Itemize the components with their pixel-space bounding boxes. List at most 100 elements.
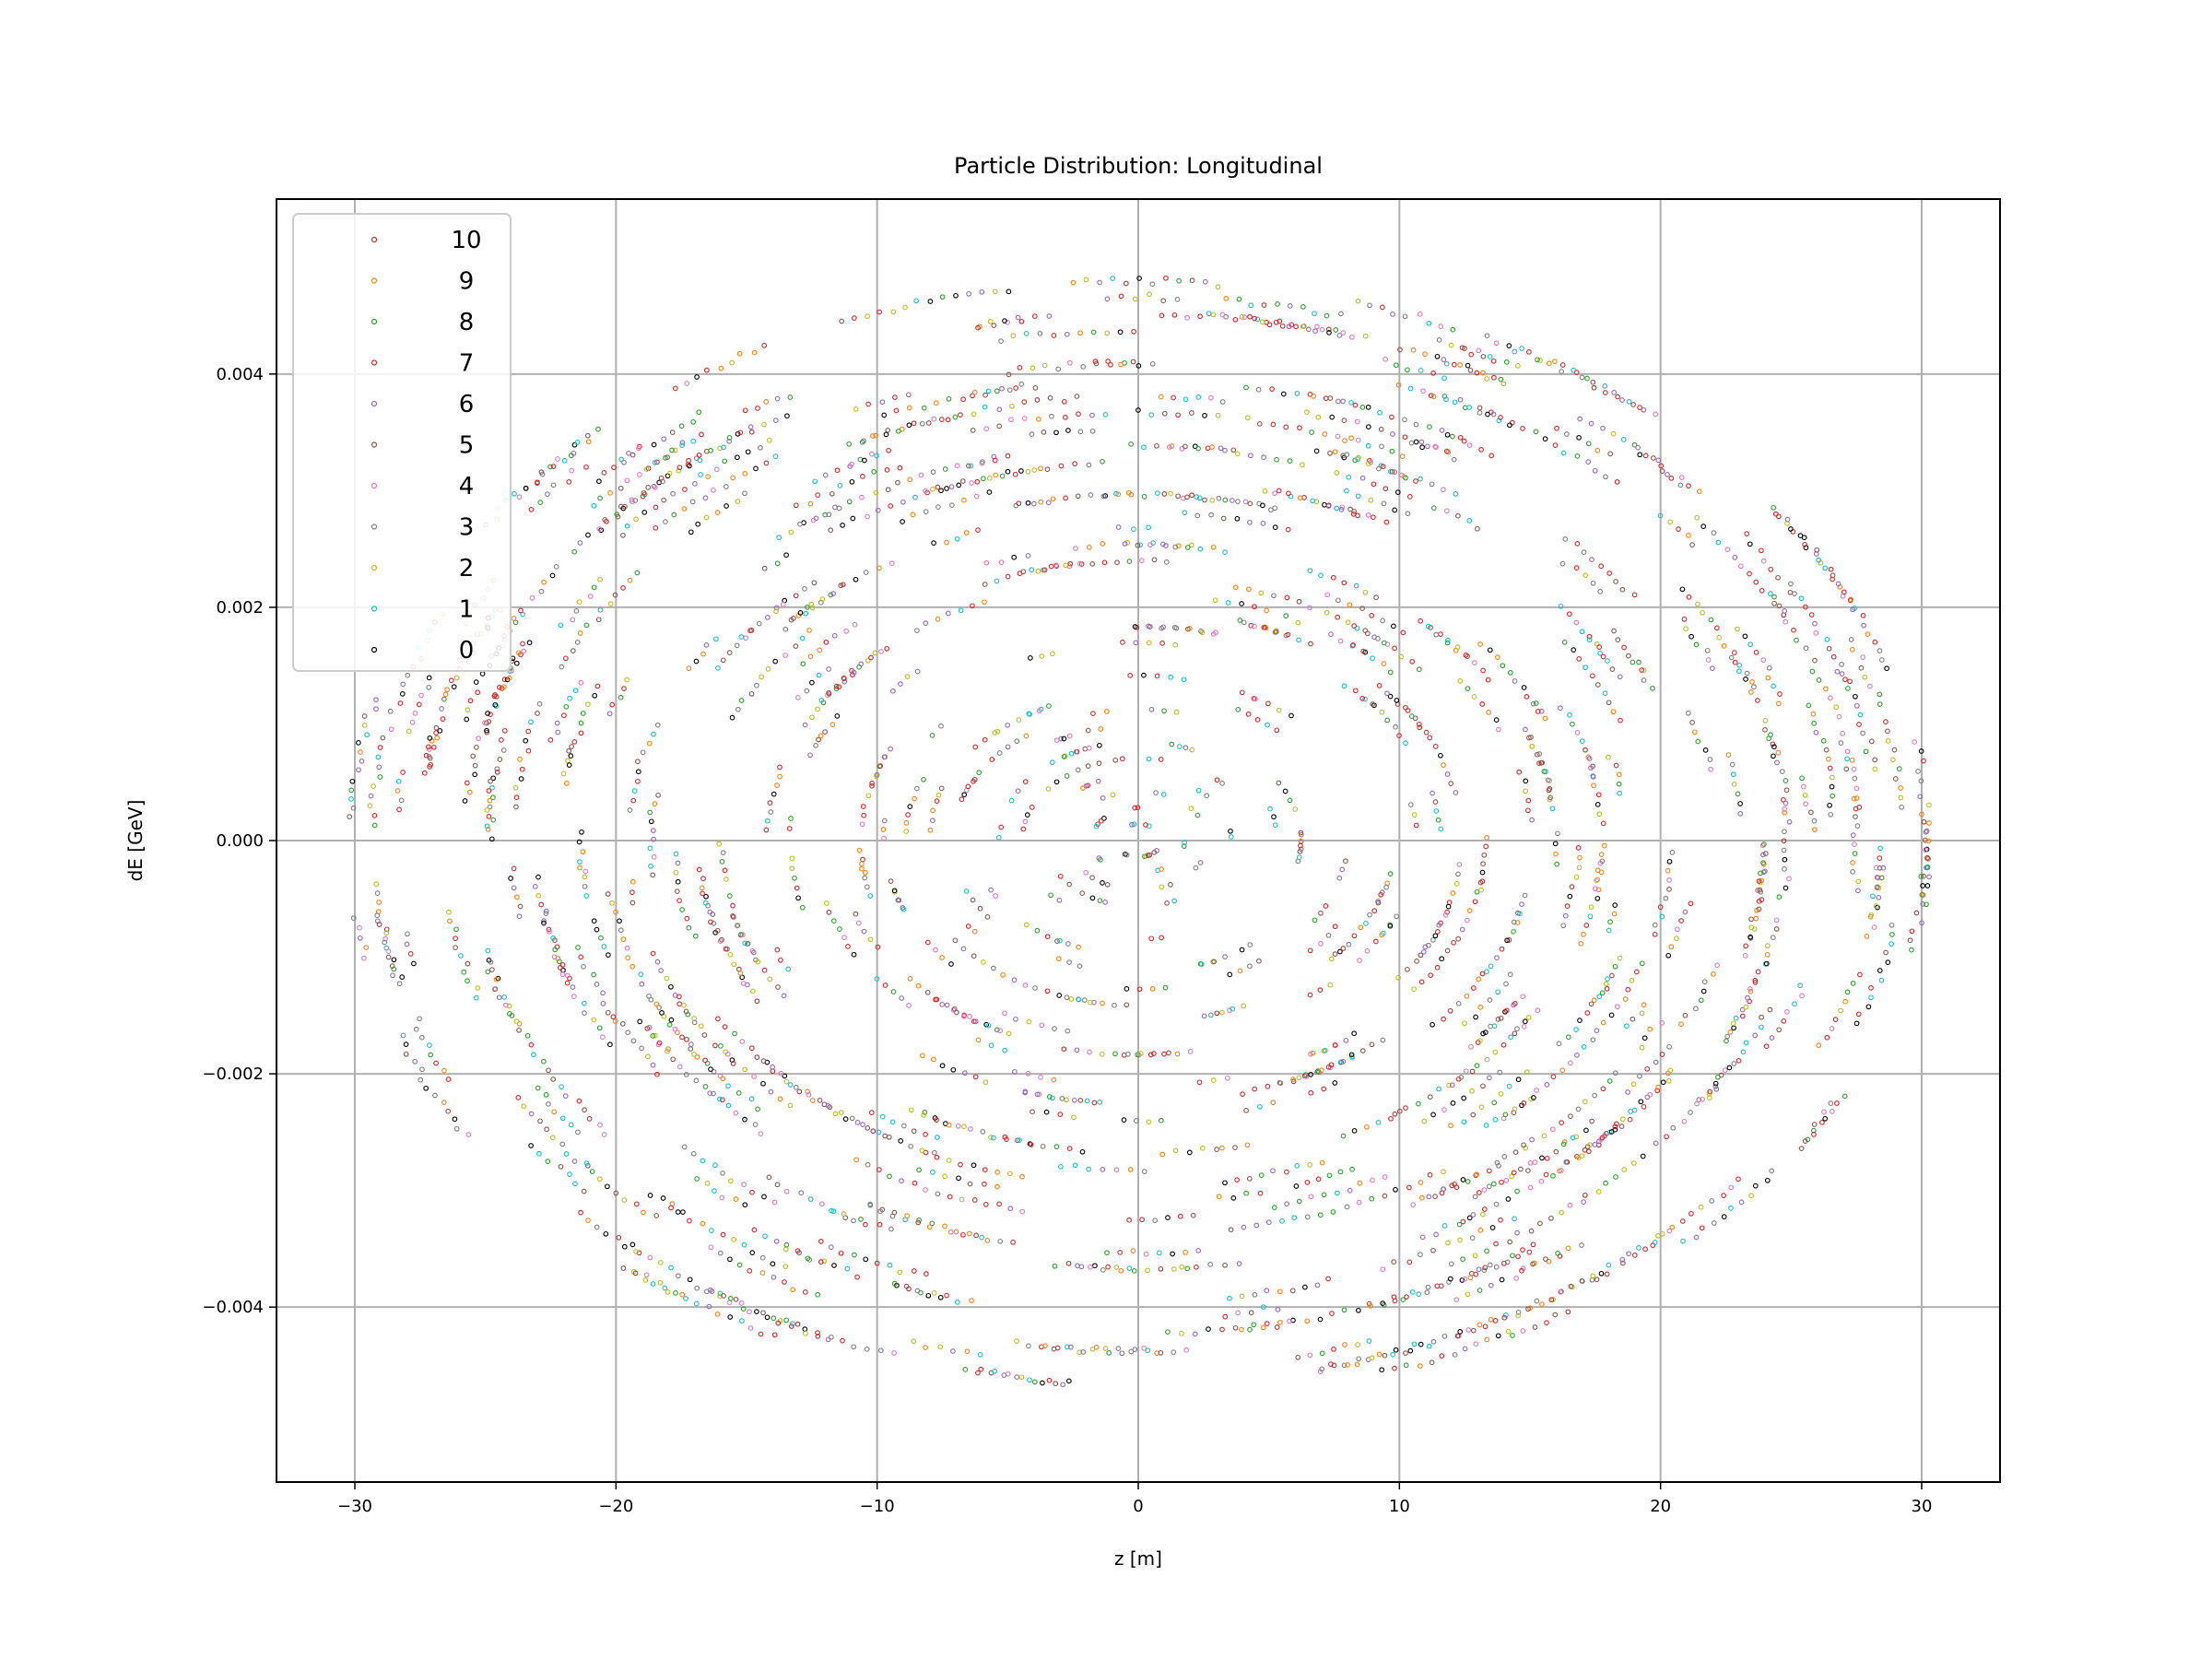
data-point xyxy=(891,888,898,894)
data-point xyxy=(1830,653,1837,660)
data-point xyxy=(519,766,525,772)
data-point xyxy=(1922,837,1928,843)
data-point xyxy=(624,945,630,951)
data-point xyxy=(1598,1270,1605,1277)
data-point xyxy=(580,849,586,855)
data-point xyxy=(687,1218,692,1224)
data-point xyxy=(754,1309,759,1314)
data-point xyxy=(1048,563,1054,570)
data-point xyxy=(1127,1167,1134,1172)
data-point xyxy=(735,499,741,504)
data-point xyxy=(1698,1204,1704,1210)
data-point xyxy=(666,1022,673,1028)
data-point xyxy=(870,1128,877,1135)
data-point xyxy=(1512,1001,1518,1006)
data-point xyxy=(858,661,865,667)
data-point xyxy=(1493,340,1500,347)
data-point xyxy=(1126,559,1133,564)
data-point xyxy=(1030,365,1036,371)
data-point xyxy=(700,1158,706,1164)
data-point xyxy=(473,679,479,685)
data-point xyxy=(872,650,878,656)
data-point xyxy=(1810,711,1817,717)
data-point xyxy=(496,994,502,1001)
data-point xyxy=(1467,367,1474,373)
data-point xyxy=(1828,811,1834,818)
data-point xyxy=(1017,1137,1022,1143)
data-point xyxy=(517,757,523,762)
data-point xyxy=(1297,425,1302,431)
data-point xyxy=(1441,487,1446,493)
data-point xyxy=(1071,1114,1077,1121)
data-point xyxy=(1182,396,1189,403)
data-point xyxy=(1791,627,1796,633)
data-point xyxy=(1402,417,1407,423)
data-point xyxy=(367,803,373,808)
data-point xyxy=(1820,737,1827,744)
data-point xyxy=(702,900,709,906)
data-point xyxy=(562,655,569,662)
data-point xyxy=(882,982,888,988)
data-point xyxy=(1459,1277,1465,1283)
data-point xyxy=(956,1175,961,1182)
data-point xyxy=(1558,1289,1563,1295)
data-point xyxy=(1239,601,1244,606)
data-point xyxy=(1202,278,1208,285)
data-point xyxy=(1308,1194,1314,1200)
data-point xyxy=(1332,951,1338,957)
data-point xyxy=(1461,1095,1467,1101)
data-point xyxy=(1321,1192,1327,1198)
data-point xyxy=(766,437,772,443)
data-point xyxy=(970,393,975,399)
data-point xyxy=(1877,845,1883,852)
data-point xyxy=(944,1002,950,1008)
data-point xyxy=(621,1197,628,1203)
data-point xyxy=(1083,276,1089,283)
data-point xyxy=(1237,968,1243,974)
data-point xyxy=(651,731,656,737)
data-point xyxy=(1018,382,1025,387)
data-point xyxy=(982,582,988,587)
data-point xyxy=(603,1230,609,1237)
data-point xyxy=(1419,444,1425,451)
data-point xyxy=(858,1217,864,1222)
data-point xyxy=(971,776,978,782)
data-point xyxy=(720,1076,726,1082)
data-point xyxy=(1493,1264,1500,1270)
data-point xyxy=(864,884,870,890)
data-point xyxy=(969,480,974,486)
data-point xyxy=(581,964,586,970)
x-tick-label: 10 xyxy=(1389,1497,1410,1516)
data-point xyxy=(1878,977,1885,983)
data-point xyxy=(1232,1145,1238,1150)
data-point xyxy=(581,1000,587,1006)
data-point xyxy=(927,827,934,833)
data-point xyxy=(1114,559,1120,566)
data-point xyxy=(1716,634,1723,641)
data-point xyxy=(816,736,821,743)
data-point xyxy=(1575,845,1582,851)
data-point xyxy=(825,1103,831,1109)
data-point xyxy=(485,711,490,716)
data-point xyxy=(606,711,613,717)
data-point xyxy=(895,428,901,434)
data-point xyxy=(1633,969,1640,975)
data-point xyxy=(387,708,394,714)
data-point xyxy=(938,723,944,729)
data-point xyxy=(621,686,627,691)
data-point xyxy=(930,818,935,824)
data-point xyxy=(1883,719,1888,724)
data-point xyxy=(881,412,888,418)
data-point xyxy=(511,865,517,872)
data-point xyxy=(1764,951,1771,958)
data-point xyxy=(1862,674,1868,680)
data-point xyxy=(1036,708,1042,713)
data-point xyxy=(636,445,641,452)
data-point xyxy=(1174,297,1181,302)
data-point xyxy=(407,951,414,957)
data-point xyxy=(998,559,1005,565)
data-point xyxy=(1091,999,1097,1006)
data-point xyxy=(884,645,890,652)
data-point xyxy=(1499,1179,1504,1185)
data-point xyxy=(1724,1038,1729,1044)
